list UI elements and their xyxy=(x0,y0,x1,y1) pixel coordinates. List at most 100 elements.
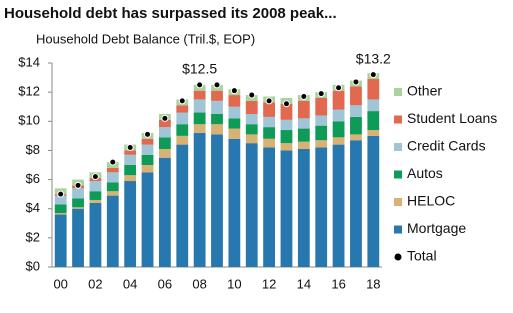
bar-segment xyxy=(280,150,293,267)
total-dot xyxy=(213,81,221,89)
y-tick-label: $6 xyxy=(26,171,40,186)
bar-segment xyxy=(124,165,137,176)
bar-segment xyxy=(141,144,154,155)
bar-segment xyxy=(367,111,380,131)
total-dot xyxy=(161,114,169,122)
legend-marker xyxy=(394,170,402,179)
bar-segment xyxy=(193,132,206,267)
legend-label: Autos xyxy=(407,165,443,181)
bar-segment xyxy=(89,181,102,192)
bar-segment xyxy=(245,134,258,144)
bar-segment xyxy=(54,195,67,205)
y-tick-label: $14 xyxy=(18,54,40,69)
bar-segment xyxy=(54,204,67,214)
bar-segment xyxy=(315,115,328,126)
bar-segment xyxy=(124,154,137,165)
bar-segment xyxy=(141,138,154,145)
bar-segment xyxy=(263,127,276,139)
bar-segment xyxy=(263,116,276,128)
total-dot xyxy=(126,144,134,152)
data-label: $12.5 xyxy=(182,61,217,77)
legend-label: Total xyxy=(407,248,437,264)
bar-segment xyxy=(106,172,119,183)
bar-segment xyxy=(89,191,102,200)
bar-segment xyxy=(245,100,258,114)
bar-segment xyxy=(141,154,154,165)
bar-segment xyxy=(72,208,84,267)
bar-segment xyxy=(245,114,258,125)
bar-segment xyxy=(263,147,276,267)
total-dot xyxy=(74,181,82,189)
total-dot xyxy=(317,90,325,98)
legend-marker xyxy=(394,88,402,96)
x-tick-label: 04 xyxy=(123,276,137,291)
bar-segment xyxy=(315,140,328,148)
bar-segment xyxy=(158,119,171,128)
x-tick-label: 06 xyxy=(158,276,172,291)
bar-segment xyxy=(297,118,310,129)
chart-title: Household debt has surpassed its 2008 pe… xyxy=(4,5,337,22)
x-tick-label: 18 xyxy=(366,276,380,291)
bar-segment xyxy=(332,90,345,110)
x-tick-label: 02 xyxy=(88,276,102,291)
bar-segment xyxy=(228,118,241,129)
bar-segment xyxy=(280,103,293,120)
total-dot xyxy=(248,91,256,99)
bar-segment xyxy=(350,134,362,141)
bar-segment xyxy=(332,137,345,145)
legend-marker xyxy=(394,253,402,261)
bar-segment xyxy=(176,135,189,145)
bar-segment xyxy=(280,119,293,131)
total-dot xyxy=(109,158,117,166)
legend-label: Student Loans xyxy=(407,110,497,126)
y-tick-label: $12 xyxy=(18,84,40,99)
legend-label: HELOC xyxy=(407,193,455,209)
bar-segment xyxy=(228,128,241,139)
bar-segment xyxy=(211,114,223,125)
total-dot xyxy=(178,97,186,105)
total-dot xyxy=(265,97,273,105)
bar-segment xyxy=(158,127,171,138)
bar-segment xyxy=(367,135,380,267)
bar-segment xyxy=(72,188,84,199)
bar-segment xyxy=(176,105,189,113)
legend-label: Mortgage xyxy=(407,220,466,236)
bar-segment xyxy=(211,100,223,114)
bar-segment xyxy=(158,137,171,149)
bar-segment xyxy=(367,99,380,112)
total-dot xyxy=(196,81,204,89)
total-dot xyxy=(144,130,152,138)
y-tick-label: $2 xyxy=(26,229,40,244)
bar-segment xyxy=(315,147,328,267)
y-tick-label: $8 xyxy=(26,142,40,157)
total-dot xyxy=(91,173,99,181)
bar-segment xyxy=(176,144,189,267)
bar-segment xyxy=(72,207,84,209)
bar-segment xyxy=(297,141,310,149)
bar-segment xyxy=(176,124,189,136)
bar-segment xyxy=(211,90,223,101)
bar-segment xyxy=(72,198,84,208)
y-tick-label: $10 xyxy=(18,113,40,128)
bar-segment xyxy=(228,138,241,267)
bar-segment xyxy=(54,213,67,215)
total-dot xyxy=(369,71,377,79)
bar-segment xyxy=(297,148,310,267)
total-dot xyxy=(230,87,238,95)
y-tick-label: $0 xyxy=(26,258,40,273)
bar-segment xyxy=(106,195,119,267)
bar-segment xyxy=(54,214,67,267)
bar-segment xyxy=(280,130,293,144)
bar-segment xyxy=(158,157,171,267)
bar-segment xyxy=(228,95,241,107)
x-tick-label: 08 xyxy=(192,276,206,291)
bar-segment xyxy=(124,181,137,267)
legend-label: Credit Cards xyxy=(407,138,486,154)
bar-segment xyxy=(193,112,206,125)
bar-segment xyxy=(89,202,102,267)
bar-segment xyxy=(141,165,154,173)
bar-segment xyxy=(280,143,293,151)
bar-segment xyxy=(332,144,345,267)
bar-segment xyxy=(332,121,345,138)
